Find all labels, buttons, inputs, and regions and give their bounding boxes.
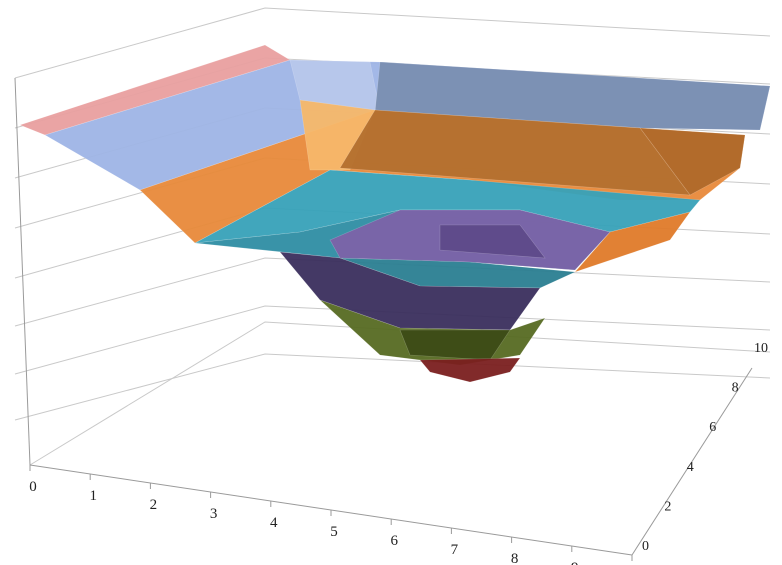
x-tick-label: 6 — [390, 533, 398, 549]
axes — [14, 77, 753, 561]
x-tick-label: 2 — [150, 497, 158, 513]
x-tick-label: 8 — [511, 551, 519, 565]
y-tick-label: 10 — [754, 341, 768, 356]
gridline — [14, 353, 771, 421]
y-tick-label: 2 — [664, 499, 671, 514]
x-tick-label: 3 — [210, 506, 218, 522]
surface-plot — [19, 44, 771, 383]
gridline — [14, 7, 771, 79]
x-tick-label: 5 — [330, 524, 338, 540]
surface-patch — [439, 224, 546, 259]
surface-patch — [419, 357, 521, 383]
y-tick-label: 8 — [732, 381, 739, 396]
x-tick-label: 7 — [451, 542, 459, 558]
x-tick-label: 0 — [29, 479, 37, 495]
gridline — [14, 257, 771, 327]
y-axis-tick-labels: 0 2 4 6 8 10 — [642, 341, 768, 554]
surface-patch — [574, 211, 691, 273]
y-axis-line — [631, 367, 753, 556]
surface-patch — [374, 61, 771, 131]
x-tick-label: 9 — [571, 560, 579, 565]
x-tick-label: 4 — [270, 515, 278, 531]
y-tick-label: 4 — [687, 460, 694, 475]
y-tick-label: 0 — [642, 539, 649, 554]
surface-patch — [339, 109, 691, 196]
surface-patch — [279, 251, 541, 331]
gridline — [14, 305, 771, 375]
y-tick-label: 6 — [709, 420, 716, 435]
gridline — [29, 321, 771, 466]
z-axis-line — [14, 77, 31, 466]
x-tick-label: 1 — [89, 488, 97, 504]
x-axis-tick-labels: 012345678910 — [29, 479, 579, 565]
